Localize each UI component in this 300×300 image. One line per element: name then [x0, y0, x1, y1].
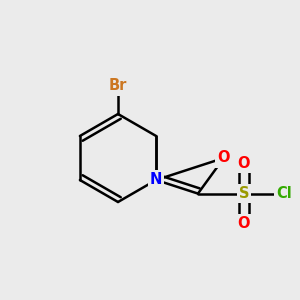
- Text: N: N: [150, 172, 162, 188]
- Text: O: O: [238, 216, 250, 231]
- Text: O: O: [238, 156, 250, 171]
- Text: O: O: [218, 151, 230, 166]
- Text: Br: Br: [109, 79, 127, 94]
- Text: Cl: Cl: [276, 186, 292, 201]
- Text: S: S: [239, 186, 249, 201]
